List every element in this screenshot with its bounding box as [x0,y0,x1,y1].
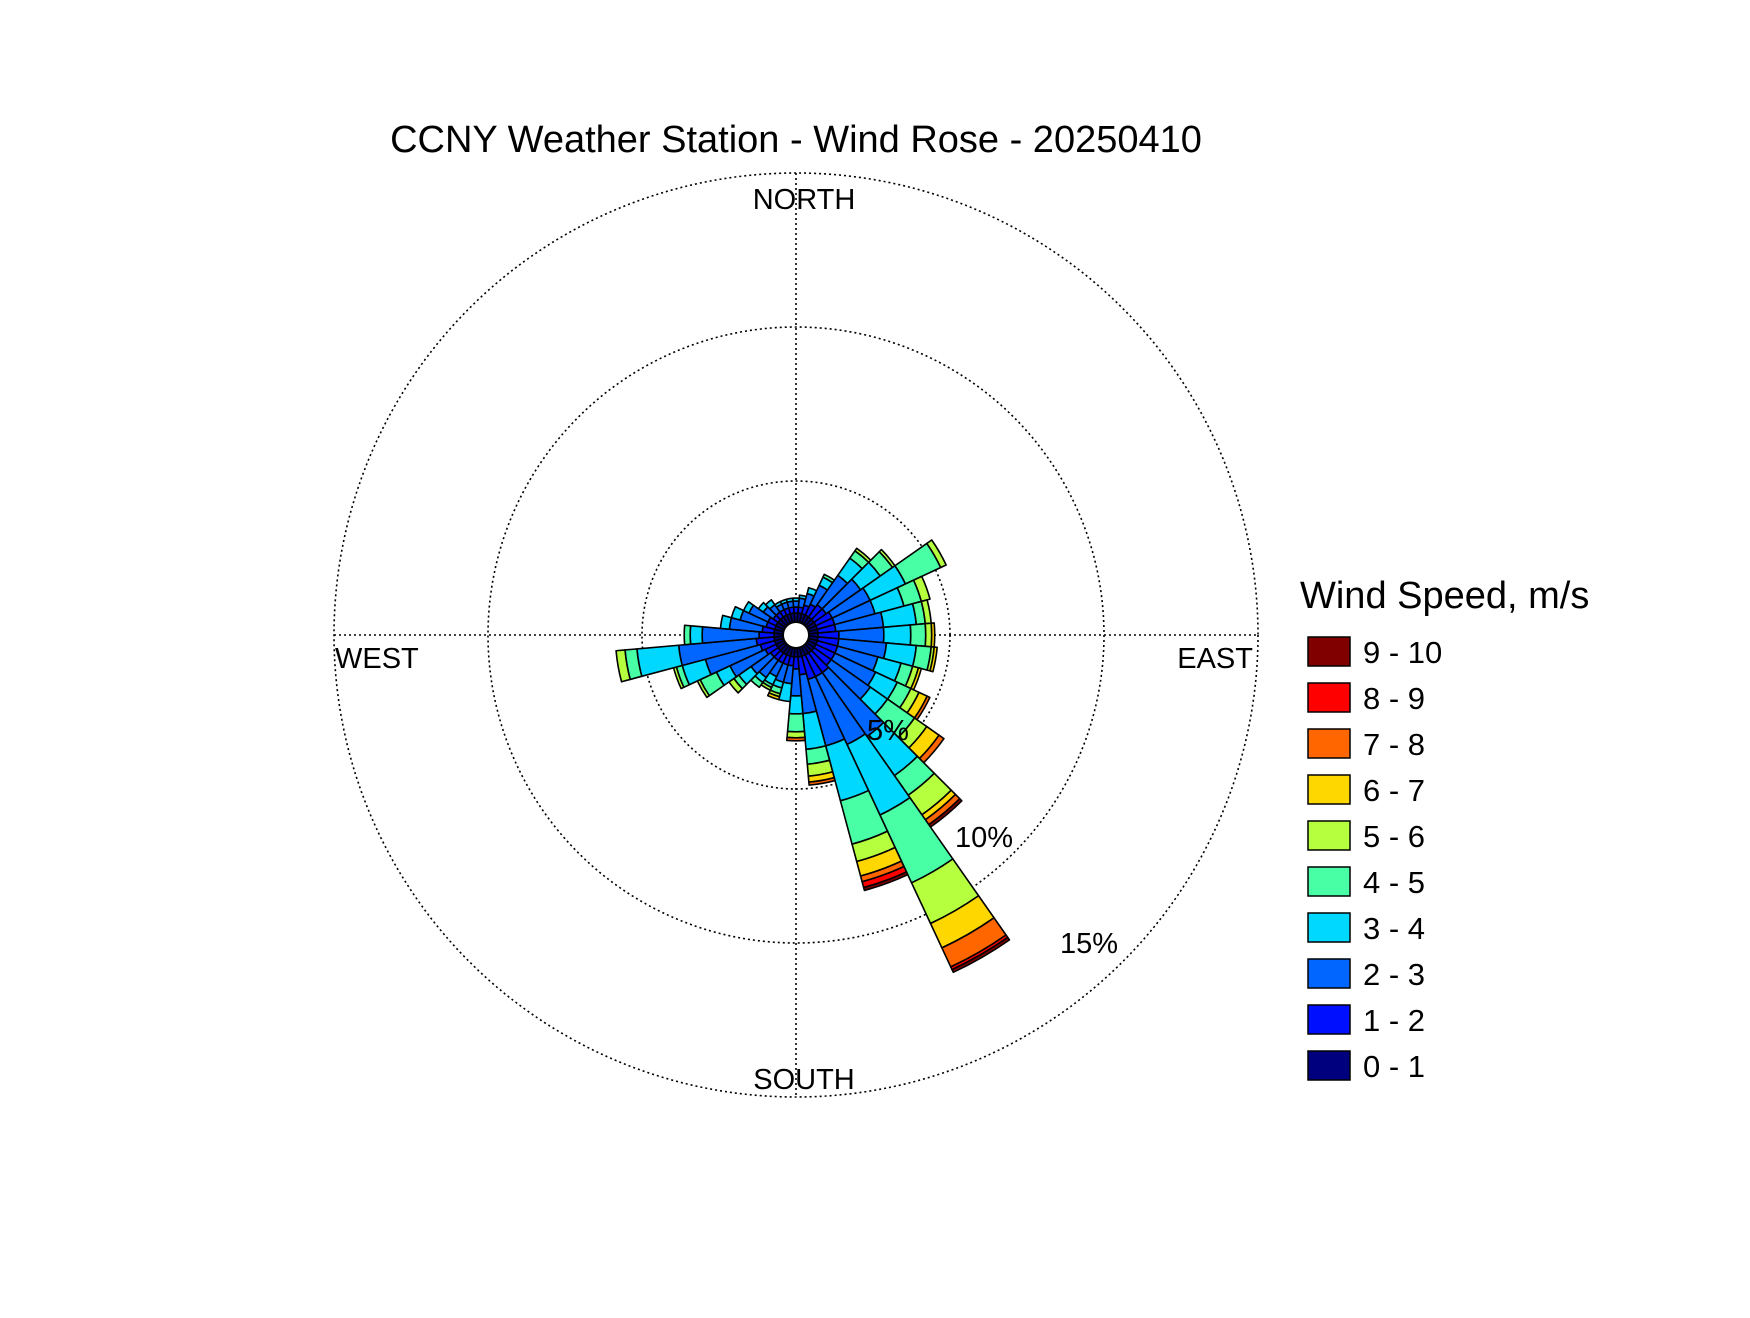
bar-segment-350-3 [785,597,794,604]
bar-segment-150-9 [951,936,1011,974]
bar-segment-170-7 [808,776,836,786]
bar-segment-160-9 [862,871,909,892]
polar-labels: NORTH SOUTH WEST EAST 5% 10% 15% [335,184,1253,1096]
legend-label-3: 6 - 7 [1363,773,1425,808]
chart-title: CCNY Weather Station - Wind Rose - 20250… [390,119,1202,161]
legend-label-7: 2 - 3 [1363,957,1425,992]
bar-segment-60-5 [925,539,947,569]
bar-segment-280-3 [719,614,733,630]
legend-swatch-1 [1307,682,1351,713]
bar-segment-270-4 [683,624,692,646]
legend-swatch-4 [1307,820,1351,851]
bar-segment-90-4 [909,622,927,648]
direction-label-north: NORTH [753,184,856,216]
direction-label-west: WEST [335,643,419,675]
bar-segment-270-3 [689,624,704,646]
legend-swatch-3 [1307,774,1351,805]
bar-segment-300-3 [742,600,755,614]
bar-segment-100-6 [929,646,938,673]
direction-label-east: EAST [1177,643,1253,675]
bar-segment-320-3 [764,599,776,610]
legend-swatch-2 [1307,728,1351,759]
ring-label-15: 15% [1060,928,1118,960]
legend-swatch-9 [1307,1050,1351,1081]
center-hole [782,621,810,649]
legend-swatch-5 [1307,866,1351,897]
bar-segment-180-7 [785,736,807,742]
legend-label-2: 7 - 8 [1363,727,1425,762]
legend-swatch-6 [1307,912,1351,943]
wind-rose-bars [615,539,1011,974]
legend-swatch-8 [1307,1004,1351,1035]
ring-label-5: 5% [867,715,909,747]
bar-segment-260-5 [615,649,632,683]
legend-label-9: 0 - 1 [1363,1049,1425,1084]
bar-segment-180-4 [786,712,806,733]
legend-label-4: 5 - 6 [1363,819,1425,854]
ring-label-10: 10% [955,822,1013,854]
legend-title: Wind Speed, m/s [1300,575,1589,617]
bar-segment-90-6 [930,622,936,648]
legend-label-5: 4 - 5 [1363,865,1425,900]
legend-swatch-7 [1307,958,1351,989]
legend-swatch-0 [1307,636,1351,667]
legend: Wind Speed, m/s 9 - 10 8 - 9 7 - 8 6 - 7 5 -… [1300,575,1589,1084]
legend-label-1: 8 - 9 [1363,681,1425,716]
legend-label-8: 1 - 2 [1363,1003,1425,1038]
bar-segment-90-3 [882,624,912,646]
bar-segment-70-5 [912,575,931,603]
legend-label-0: 9 - 10 [1363,635,1442,670]
legend-label-6: 3 - 4 [1363,911,1425,946]
bar-segment-200-6 [766,692,781,701]
direction-label-south: SOUTH [753,1064,855,1096]
bar-segment-290-3 [730,605,745,621]
